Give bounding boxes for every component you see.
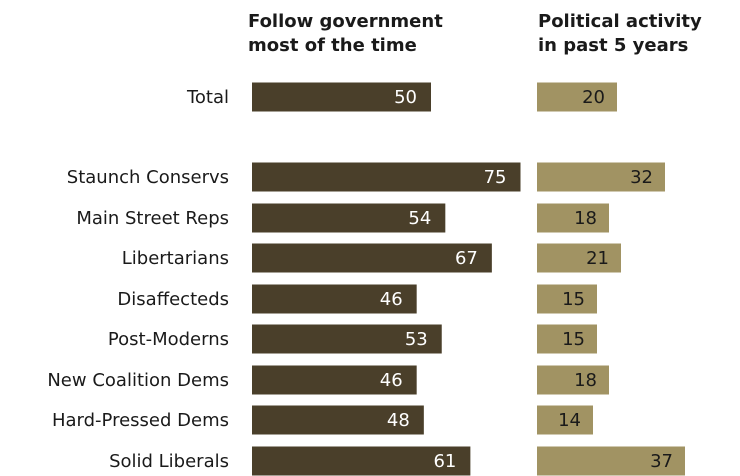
data-label-follow-government-new-coalition-dems: 46 [380, 370, 403, 391]
bar-follow-government-staunch-conservs [252, 162, 521, 192]
category-label-hard-pressed-dems: Hard-Pressed Dems [52, 410, 229, 431]
data-label-follow-government-post-moderns: 53 [405, 329, 428, 350]
data-label-political-activity-total: 20 [582, 87, 605, 108]
bar-political-activity-solid-liberals [537, 446, 685, 476]
bar-follow-government-total [252, 82, 431, 112]
bar-political-activity-hard-pressed-dems [537, 405, 593, 435]
series-2-header-line-2: in past 5 years [538, 35, 688, 56]
data-label-political-activity-staunch-conservs: 32 [630, 167, 653, 188]
data-label-political-activity-new-coalition-dems: 18 [574, 370, 597, 391]
bar-political-activity-total [537, 82, 617, 112]
bar-political-activity-libertarians [537, 243, 621, 273]
data-label-political-activity-main-street-reps: 18 [574, 208, 597, 229]
category-label-staunch-conservs: Staunch Conservs [67, 167, 229, 188]
bar-political-activity-main-street-reps [537, 203, 609, 233]
bar-follow-government-disaffecteds [252, 284, 417, 314]
bar-political-activity-post-moderns [537, 324, 597, 354]
data-label-follow-government-hard-pressed-dems: 48 [387, 410, 410, 431]
bar-political-activity-staunch-conservs [537, 162, 665, 192]
series-2-header-line-1: Political activity [538, 11, 702, 32]
bar-political-activity-new-coalition-dems [537, 365, 609, 395]
series-headers: Follow government most of the time Polit… [248, 11, 702, 56]
data-label-follow-government-total: 50 [394, 87, 417, 108]
series-1-header-line-2: most of the time [248, 35, 417, 56]
bar-follow-government-new-coalition-dems [252, 365, 417, 395]
category-label-total: Total [186, 87, 229, 108]
data-label-follow-government-solid-liberals: 61 [433, 451, 456, 472]
category-label-disaffecteds: Disaffecteds [117, 289, 229, 310]
data-label-follow-government-disaffecteds: 46 [380, 289, 403, 310]
data-label-follow-government-staunch-conservs: 75 [484, 167, 507, 188]
category-label-new-coalition-dems: New Coalition Dems [47, 370, 229, 391]
bar-follow-government-solid-liberals [252, 446, 471, 476]
data-label-political-activity-post-moderns: 15 [562, 329, 585, 350]
data-label-political-activity-disaffecteds: 15 [562, 289, 585, 310]
data-label-political-activity-hard-pressed-dems: 14 [558, 410, 581, 431]
category-label-solid-liberals: Solid Liberals [109, 451, 229, 472]
series-1-header-line-1: Follow government [248, 11, 443, 32]
bar-follow-government-main-street-reps [252, 203, 446, 233]
category-label-post-moderns: Post-Moderns [108, 329, 229, 350]
bar-follow-government-post-moderns [252, 324, 442, 354]
bar-follow-government-hard-pressed-dems [252, 405, 424, 435]
data-label-political-activity-solid-liberals: 37 [650, 451, 673, 472]
data-label-follow-government-libertarians: 67 [455, 248, 478, 269]
data-label-follow-government-main-street-reps: 54 [408, 208, 431, 229]
category-label-libertarians: Libertarians [122, 248, 229, 269]
chart-rows: Total 50 20 Staunch Conservs 75 32 Main Street… [47, 82, 685, 476]
bar-political-activity-disaffecteds [537, 284, 597, 314]
category-label-main-street-reps: Main Street Reps [76, 208, 229, 229]
data-label-political-activity-libertarians: 21 [586, 248, 609, 269]
bar-follow-government-libertarians [252, 243, 492, 273]
